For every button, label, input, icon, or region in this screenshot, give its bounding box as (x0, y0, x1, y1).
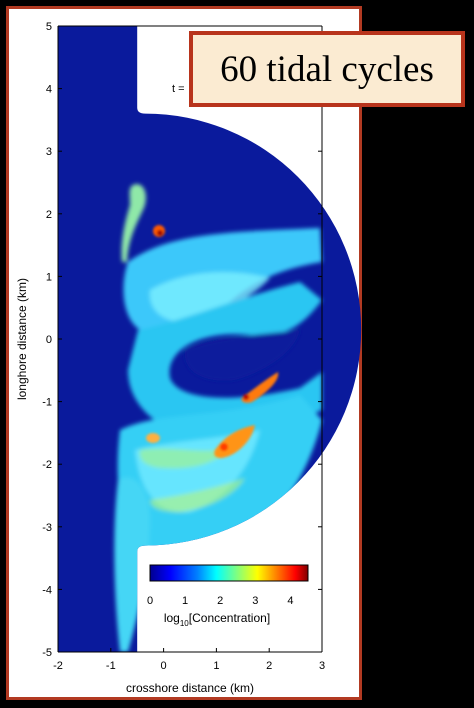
title-banner: 60 tidal cycles (189, 31, 465, 107)
colorbar-gradient (149, 564, 309, 582)
x-tick-label: 1 (213, 660, 219, 672)
y-tick-label: -4 (42, 584, 52, 596)
y-tick-label: 2 (46, 209, 52, 221)
colorbar-tick-label: 3 (252, 595, 258, 607)
hotspot-middle (241, 372, 279, 403)
y-tick-label: 4 (46, 84, 52, 96)
y-tick-label: 0 (46, 334, 52, 346)
y-tick-label: -5 (42, 647, 52, 659)
plume-left-tail (114, 477, 150, 652)
y-tick-label: -2 (42, 459, 52, 471)
time-label: t = (172, 83, 185, 95)
x-axis-label: crosshore distance (km) (126, 681, 254, 695)
y-tick-label: 1 (46, 271, 52, 283)
hotspot-middle-core (243, 394, 249, 400)
plume-upper-swirl (149, 272, 270, 322)
x-tick-label: -2 (53, 660, 63, 672)
domain-background (58, 26, 362, 652)
y-tick-label: 5 (46, 21, 52, 33)
y-axis-label: longhore distance (km) (15, 278, 29, 400)
x-tick-label: 2 (266, 660, 272, 672)
colorbar: 0 1 2 3 4 log10[Concentration] (147, 564, 309, 628)
x-tick-label: -1 (106, 660, 116, 672)
x-tick-group: -2 -1 0 1 2 3 (53, 648, 325, 672)
y-tick-label: 3 (46, 146, 52, 158)
plume-upper-wisp (121, 184, 146, 262)
colorbar-tick-label: 2 (217, 595, 223, 607)
hotspot-left (146, 433, 160, 443)
x-tick-label: 0 (161, 660, 167, 672)
hotspot-lower-core (220, 443, 228, 451)
plume-green-streak (139, 448, 230, 469)
y-tick-label: -3 (42, 522, 52, 534)
colorbar-label-suffix: [Concentration] (189, 611, 270, 625)
colorbar-label-prefix: log (164, 611, 180, 625)
colorbar-tick-label: 1 (182, 595, 188, 607)
plume-green-streak-2 (150, 478, 245, 512)
plume-inner-dark (184, 330, 300, 381)
hotspot-upper-core (157, 230, 163, 236)
y-tick-label: -1 (42, 397, 52, 409)
plume-central-curl (128, 282, 322, 440)
concentration-field (58, 26, 362, 652)
colorbar-tick-label: 4 (287, 595, 293, 607)
colorbar-ticks: 0 1 2 3 4 (147, 595, 294, 607)
colorbar-label-sub: 10 (180, 619, 189, 628)
colorbar-label: log10[Concentration] (164, 611, 270, 628)
x-tick-label: 3 (319, 660, 325, 672)
colorbar-tick-label: 0 (147, 595, 153, 607)
